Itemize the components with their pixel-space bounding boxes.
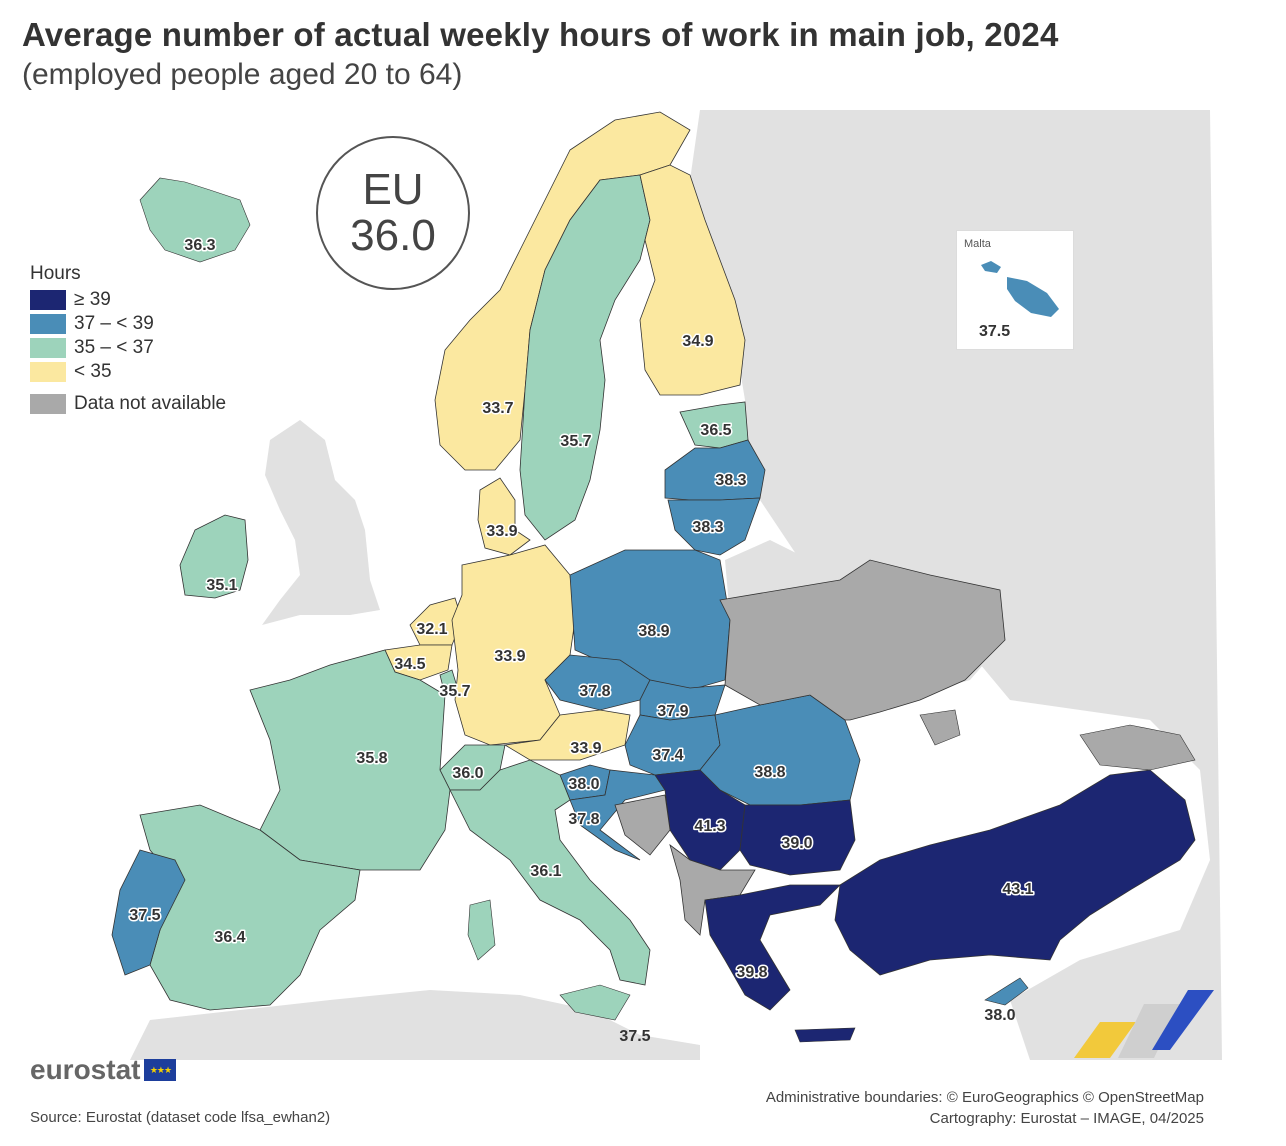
legend-item: ≥ 39: [30, 288, 226, 312]
country-portugal: [111, 849, 186, 976]
value-label-denmark: 33.9: [486, 523, 517, 540]
country-italy: [449, 759, 651, 986]
value-label-serbia: 41.3: [694, 818, 725, 835]
country-latvia: [664, 439, 766, 501]
value-label-slovakia: 37.9: [657, 703, 688, 720]
value-label-romania: 38.8: [754, 764, 785, 781]
value-label-estonia: 36.5: [700, 422, 731, 439]
value-label-poland: 38.9: [638, 623, 669, 640]
map-subtitle: (employed people aged 20 to 64): [22, 58, 463, 91]
eu-label: EU: [362, 165, 424, 214]
legend-swatch: [30, 314, 66, 334]
country-bulgaria: [739, 799, 856, 876]
value-label-spain: 36.4: [214, 929, 245, 946]
legend-item: 37 – < 39: [30, 312, 226, 336]
value-label-turkiye: 43.1: [1002, 881, 1033, 898]
credits: Administrative boundaries: © EuroGeograp…: [766, 1087, 1204, 1129]
country-moldova-ukraine: [719, 559, 1006, 721]
map-title: Average number of actual weekly hours of…: [22, 16, 1059, 53]
value-label-portugal: 37.5: [129, 907, 160, 924]
legend-item-label: 35 – < 37: [74, 337, 154, 358]
value-label-greece: 39.8: [736, 964, 767, 981]
value-label-france: 35.8: [356, 750, 387, 767]
value-label-cyprus: 38.0: [984, 1007, 1015, 1024]
value-label-switzerland: 36.0: [452, 765, 483, 782]
country-iceland: [139, 177, 251, 263]
country-lithuania: [667, 497, 761, 556]
eurostat-decorative-mark: [1074, 990, 1214, 1058]
value-label-belgium: 34.5: [394, 656, 425, 673]
country-turkiye: [834, 769, 1196, 976]
value-label-sweden: 35.7: [560, 433, 591, 450]
malta-inset: Malta 37.5: [956, 230, 1074, 350]
value-label-luxembourg: 35.7: [439, 683, 470, 700]
country-sweden: [519, 174, 651, 541]
value-label-ireland: 35.1: [206, 577, 237, 594]
value-label-czechia: 37.8: [579, 683, 610, 700]
legend-swatch: [30, 394, 66, 414]
country-sardinia: [467, 899, 496, 961]
cartography-credit: Cartography: Eurostat – IMAGE, 04/2025: [929, 1110, 1204, 1127]
legend-swatch: [30, 362, 66, 382]
country-austria: [503, 709, 631, 761]
legend-item-not-available: Data not available: [30, 392, 226, 416]
value-label-iceland: 36.3: [184, 237, 215, 254]
eu-flag-icon: ★★★: [144, 1059, 177, 1081]
malta-inset-value: 37.5: [979, 323, 1011, 340]
uk-land: [262, 420, 380, 625]
country-denmark: [477, 477, 531, 556]
malta-shape: [981, 261, 1059, 317]
value-label-austria: 33.9: [570, 740, 601, 757]
eurostat-logo: eurostat ★★★: [30, 1054, 177, 1086]
north-africa-land: [130, 990, 700, 1060]
country-bosnia: [614, 794, 671, 856]
legend: Hours ≥ 39 37 – < 39 35 – < 37 < 35 Data…: [30, 263, 226, 416]
boundaries-credit: Administrative boundaries: © EuroGeograp…: [765, 1089, 1204, 1106]
legend-item-label: 37 – < 39: [74, 313, 154, 334]
value-label-netherlands: 32.1: [416, 621, 447, 638]
country-crimea: [919, 709, 961, 746]
malta-inset-name: Malta: [964, 238, 991, 250]
legend-swatch: [30, 290, 66, 310]
country-germany: [451, 544, 576, 746]
country-georgia-area: [1079, 724, 1196, 771]
legend-item-label: ≥ 39: [74, 289, 111, 310]
value-label-slovenia: 38.0: [568, 776, 599, 793]
value-label-finland: 34.9: [682, 333, 713, 350]
country-finland: [639, 164, 746, 396]
value-label-hungary: 37.4: [652, 747, 683, 764]
country-croatia: [569, 769, 666, 861]
value-label-malta-mainmap: 37.5: [619, 1028, 650, 1045]
country-cyprus: [984, 977, 1029, 1006]
legend-item-label: < 35: [74, 361, 112, 382]
country-france: [249, 649, 451, 871]
value-label-lithuania: 38.3: [692, 519, 723, 536]
eurostat-logo-text: eurostat: [30, 1054, 141, 1085]
legend-swatch: [30, 338, 66, 358]
value-label-germany: 33.9: [494, 648, 525, 665]
legend-title: Hours: [30, 263, 81, 284]
eu-average-badge: EU 36.0: [316, 136, 470, 290]
value-label-bulgaria: 39.0: [781, 835, 812, 852]
country-sicily: [559, 984, 631, 1021]
country-crete: [794, 1027, 856, 1043]
legend-item: 35 – < 37: [30, 336, 226, 360]
legend-item-label: Data not available: [74, 393, 227, 414]
value-label-latvia: 38.3: [715, 472, 746, 489]
country-norway: [434, 111, 691, 471]
value-label-croatia: 37.8: [568, 811, 599, 828]
country-ireland: [179, 514, 249, 599]
value-label-norway: 33.7: [482, 400, 513, 417]
europe-map: 36.3 33.7 35.7 34.9 36.5 38.3 38.3 33.9 …: [111, 110, 1222, 1060]
country-greece: [704, 884, 841, 1011]
value-label-italy: 36.1: [530, 863, 561, 880]
source-note: Source: Eurostat (dataset code lfsa_ewha…: [30, 1109, 331, 1126]
legend-item: < 35: [30, 360, 226, 384]
eu-average-value: 36.0: [350, 211, 436, 260]
